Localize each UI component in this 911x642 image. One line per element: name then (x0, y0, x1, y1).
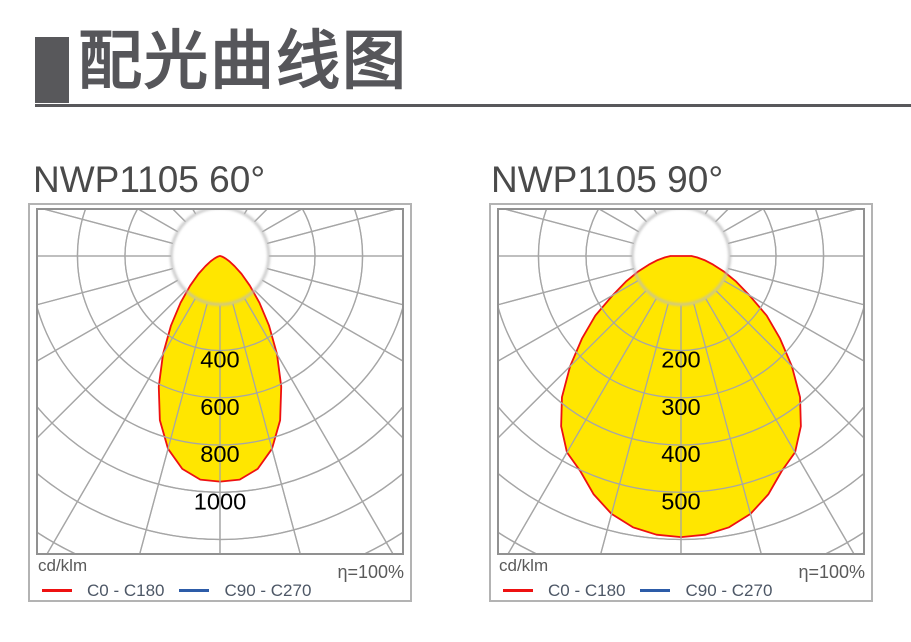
ring-label: 800 (200, 441, 239, 467)
legend-line-c90-c270 (640, 589, 671, 593)
legend-line-c90-c270 (179, 589, 210, 593)
polar-diagram-60: 400 600 800 1000 (36, 208, 404, 555)
legend-label-c0-c180: C0 - C180 (548, 580, 626, 600)
legend-60: cd/klm η=100% C0 - C180 C90 - C270 (36, 556, 404, 600)
efficiency-label: η=100% (337, 562, 404, 582)
ring-label: 500 (661, 489, 700, 515)
ring-label: 1000 (194, 489, 247, 515)
center-mask-rim (630, 210, 732, 306)
legend-label-c90-c270: C90 - C270 (685, 580, 773, 600)
legend-line-c0-c180 (42, 589, 72, 593)
polar-chart-panel-90: 200 300 400 500 cd/klm η=100% C0 - C180 C90… (489, 203, 873, 602)
polar-diagram-90: 200 300 400 500 (497, 208, 865, 555)
polar-grid-overlay (499, 210, 863, 553)
legend-label-c0-c180: C0 - C180 (87, 580, 165, 600)
section-title: 配光曲线图 (78, 25, 408, 97)
chart-title-90: NWP1105 90° (491, 159, 724, 200)
chart-title-60: NWP1105 60° (33, 159, 266, 200)
polar-grid-overlay (38, 210, 402, 553)
ring-label: 300 (661, 394, 700, 420)
polar-diagram-svg-60: 400 600 800 1000 (38, 210, 402, 553)
efficiency-label: η=100% (798, 562, 865, 582)
legend-line-c0-c180 (503, 589, 533, 593)
header-accent-block (35, 37, 69, 103)
ring-label: 200 (661, 347, 700, 373)
unit-label: cd/klm (499, 556, 549, 575)
ring-label: 400 (200, 347, 239, 373)
polar-diagram-svg-90: 200 300 400 500 (499, 210, 863, 553)
polar-chart-panel-60: 400 600 800 1000 cd/klm η=100% C0 - C180 C9… (28, 203, 412, 602)
ring-label: 600 (200, 394, 239, 420)
unit-label: cd/klm (38, 556, 88, 575)
header-underline (35, 104, 911, 107)
center-mask-rim (169, 210, 271, 306)
ring-label: 400 (661, 441, 700, 467)
legend-label-c90-c270: C90 - C270 (224, 580, 312, 600)
legend-90: cd/klm η=100% C0 - C180 C90 - C270 (497, 556, 865, 600)
